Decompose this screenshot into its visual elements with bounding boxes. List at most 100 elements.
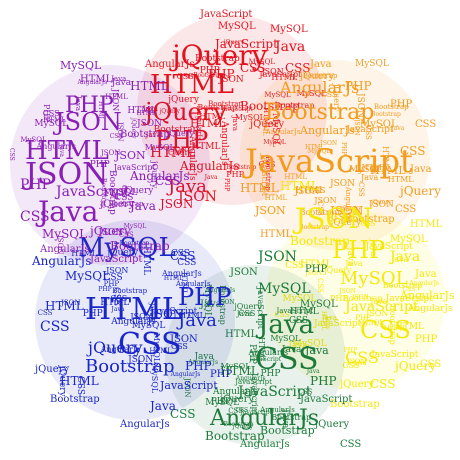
cloud-word-purple: HTML — [105, 93, 128, 102]
cloud-word-yellow: JavaScript — [314, 318, 362, 329]
cloud-word-purple: JSON — [136, 118, 162, 129]
cloud-word-blue: HTML — [163, 275, 184, 283]
cloud-word-yellow: Java — [345, 259, 363, 269]
cloud-word-red: PHP — [199, 66, 220, 77]
cloud-word-red: Java — [145, 131, 161, 140]
cloud-word-orange: CSS — [400, 144, 426, 158]
cloud-word-red: MySQL — [218, 21, 256, 32]
cloud-word-green: AngularJs — [188, 358, 219, 366]
cloud-word-red: HTML — [191, 142, 221, 153]
cloud-word-red: MySQL — [248, 57, 275, 66]
cloud-word-blue: JSON — [128, 354, 154, 365]
cloud-word-orange: JSON — [368, 200, 394, 211]
cloud-word-green: Bootstrap — [223, 420, 254, 428]
cloud-word-orange: jQuery — [341, 204, 362, 212]
cloud-word-green: AngularJs — [210, 406, 320, 431]
cloud-word-green: JavaScript — [249, 355, 282, 363]
cloud-word-red: jQuery — [145, 98, 227, 126]
cloud-word-orange: MySQL — [307, 147, 331, 155]
cloud-word-orange: CSS — [356, 181, 365, 197]
cloud-word-red: JavaScript — [221, 106, 253, 114]
cloud-word-orange: PHP — [345, 79, 372, 93]
cloud-word-orange: AngularJs — [265, 127, 301, 136]
cloud-word-red: Java — [168, 176, 207, 197]
cloud-word-green: CSS — [255, 342, 319, 377]
cloud-word-red: CSS — [258, 160, 276, 170]
cloud-word-blue: PHP — [103, 279, 120, 288]
cloud-word-blue: JSON — [106, 266, 129, 275]
cloud-word-red: MySQL — [264, 91, 291, 100]
cloud-word-orange: MySQL — [349, 164, 383, 175]
cloud-word-green: CSS — [297, 388, 313, 397]
cloud-word-purple: MySQL — [60, 59, 102, 72]
cloud-word-orange: jQuery — [400, 184, 441, 198]
cloud-word-green: MySQL — [220, 361, 251, 371]
cloud-word-purple: jQuery — [166, 128, 195, 138]
cloud-word-green: CSS — [170, 407, 196, 421]
cloud-word-purple: PHP — [89, 159, 110, 170]
cloud-word-orange: jQuery — [300, 71, 335, 82]
cloud-word-orange: Java — [310, 59, 332, 70]
cloud-word-red: AngularJs — [145, 59, 195, 70]
cloud-word-red: MySQL — [234, 113, 265, 123]
cloud-word-red: jQuery — [165, 148, 193, 158]
cloud-word-red: PHP — [223, 178, 231, 192]
cloud-word-red: CSS — [285, 61, 311, 75]
cloud-word-purple: AngularJs — [36, 141, 77, 151]
cloud-word-red: jQuery — [223, 38, 245, 46]
cloud-word-purple: HTML — [25, 136, 109, 166]
cloud-word-yellow: AngularJs — [409, 279, 440, 287]
cloud-word-yellow: Bootstrap — [290, 234, 350, 248]
cloud-word-yellow: CSS — [342, 361, 360, 371]
cloud-word-yellow: Bootstrap — [382, 280, 423, 290]
cloud-word-blue: AngularJs — [111, 316, 156, 327]
cloud-word-yellow: JavaScript — [385, 294, 433, 305]
cloud-word-red: PHP — [226, 170, 244, 180]
cloud-word-yellow: JavaScript — [345, 299, 419, 315]
cloud-word-green: HTML — [225, 329, 258, 340]
cloud-word-green: CSS — [228, 406, 244, 415]
cloud-word-green: JavaScript — [235, 377, 272, 386]
cloud-word-red: Bootstrap — [195, 54, 240, 64]
cloud-word-purple: MySQL — [144, 143, 175, 153]
cloud-word-yellow: CSS — [274, 311, 290, 320]
cloud-word-blue: HTML — [179, 311, 205, 320]
cloud-word-green: Java — [281, 344, 302, 355]
cloud-word-yellow: CSS — [360, 316, 411, 344]
cloud-word-orange: CSS — [308, 186, 326, 196]
cloud-word-purple: AngularJs — [77, 78, 108, 86]
cloud-word-green: Java — [200, 299, 222, 310]
cloud-word-purple: HTML — [80, 74, 113, 85]
petal-blue — [35, 220, 235, 420]
cloud-word-orange: AngularJs — [300, 124, 355, 137]
cloud-word-purple: JSON — [98, 228, 124, 239]
cloud-word-orange: HTML — [260, 229, 293, 240]
cloud-word-red: jQuery — [250, 119, 285, 130]
cloud-word-red: MySQL — [296, 88, 327, 98]
cloud-word-orange: JavaScript — [346, 125, 394, 136]
cloud-word-yellow: PHP — [332, 236, 386, 264]
cloud-word-orange: CSS — [331, 212, 351, 223]
cloud-word-purple: HTML — [43, 115, 66, 124]
cloud-word-yellow: JSON — [352, 293, 369, 301]
cloud-word-purple: CSS — [114, 192, 134, 203]
cloud-word-yellow: HTML — [280, 179, 319, 193]
cloud-word-orange: PHP — [390, 99, 413, 110]
cloud-word-red: Java — [204, 173, 218, 181]
cloud-word-red: Bootstrap — [240, 99, 300, 113]
cloud-word-green: AngularJs — [240, 439, 290, 450]
cloud-word-blue: Java — [178, 310, 217, 331]
cloud-word-purple: Bootstrap — [120, 129, 170, 140]
cloud-word-orange: Bootstrap — [265, 100, 375, 125]
cloud-word-yellow: Java — [288, 341, 308, 352]
cloud-word-orange: CSS — [395, 204, 417, 215]
cloud-word-purple: jQuery — [100, 199, 135, 210]
cloud-word-orange: CSS — [320, 90, 338, 100]
cloud-word-green: HTML — [289, 307, 319, 318]
cloud-word-purple: Java — [111, 77, 132, 88]
cloud-word-orange: JavaScript — [245, 142, 413, 180]
cloud-word-purple: AngularJs — [40, 244, 90, 255]
cloud-word-orange: HTML — [240, 181, 279, 195]
cloud-word-green: MySQL — [205, 397, 240, 408]
cloud-word-red: Bootstrap — [153, 124, 199, 135]
